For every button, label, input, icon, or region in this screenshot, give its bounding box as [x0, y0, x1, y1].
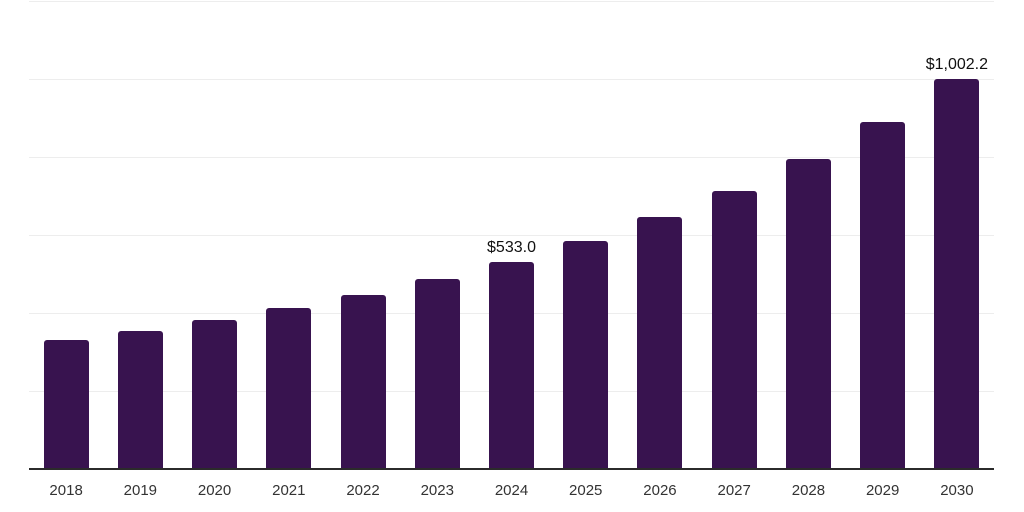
bar-2022 [340, 294, 386, 470]
x-tick-label-2026: 2026 [643, 482, 677, 499]
bar-2018 [43, 339, 89, 470]
data-label-2030: $1,002.2 [925, 56, 989, 74]
gridline-800 [29, 157, 994, 158]
bar-2019 [117, 331, 163, 470]
bar-2023 [414, 278, 460, 470]
x-tick-label-2030: 2030 [940, 482, 974, 499]
bar-2030 [934, 79, 980, 470]
gridline-600 [29, 235, 994, 236]
gridline-1200 [29, 1, 994, 2]
x-tick-label-2029: 2029 [865, 482, 900, 499]
x-axis-line [29, 468, 994, 470]
x-tick-label-2024: 2024 [494, 482, 529, 499]
x-tick-label-2028: 2028 [791, 482, 826, 499]
bar-2026 [637, 217, 683, 470]
bar-2028 [785, 159, 831, 470]
bar-2027 [711, 190, 757, 470]
x-axis-tick-labels: 2018 2019 2020 2021 2022 2023 2024 2025 2026 2027… [29, 483, 994, 503]
x-tick-label-2027: 2027 [717, 482, 751, 499]
x-tick-label-2020: 2020 [197, 482, 232, 499]
bar-2020 [192, 320, 238, 470]
gridline-1000 [29, 79, 994, 80]
x-tick-label-2023: 2023 [420, 482, 454, 499]
bar-2024 [489, 262, 534, 470]
x-tick-label-2018: 2018 [49, 482, 83, 499]
bar-2029 [860, 122, 906, 470]
x-tick-label-2025: 2025 [569, 482, 603, 499]
x-tick-label-2019: 2019 [123, 482, 158, 499]
x-tick-label-2022: 2022 [346, 482, 380, 499]
data-label-2024: $533.0 [487, 239, 536, 257]
x-tick-label-2021: 2021 [272, 482, 306, 499]
bar-2025 [563, 241, 609, 470]
bar-2021 [266, 308, 312, 470]
plot-area: $533.0 $1,002.2 [29, 0, 994, 470]
